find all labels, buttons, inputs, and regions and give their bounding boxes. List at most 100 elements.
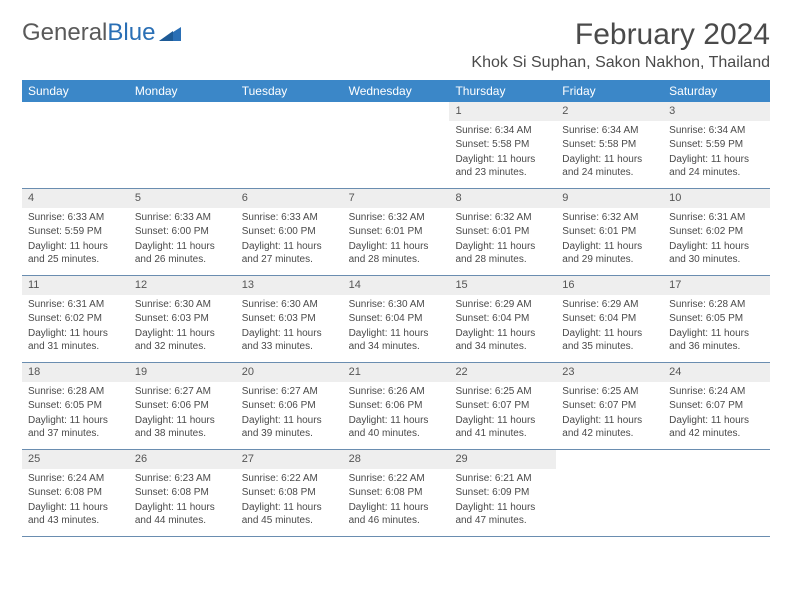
- day-header-cell: Saturday: [663, 80, 770, 102]
- day-cell: 20Sunrise: 6:27 AMSunset: 6:06 PMDayligh…: [236, 363, 343, 449]
- sunrise-text: Sunrise: 6:25 AM: [562, 385, 657, 399]
- sunset-text: Sunset: 5:59 PM: [28, 225, 123, 239]
- day-cell: 4Sunrise: 6:33 AMSunset: 5:59 PMDaylight…: [22, 189, 129, 275]
- day-cell: 24Sunrise: 6:24 AMSunset: 6:07 PMDayligh…: [663, 363, 770, 449]
- day-cell: 10Sunrise: 6:31 AMSunset: 6:02 PMDayligh…: [663, 189, 770, 275]
- sunrise-text: Sunrise: 6:27 AM: [242, 385, 337, 399]
- daylight-text: Daylight: 11 hours and 42 minutes.: [669, 414, 764, 441]
- day-body: Sunrise: 6:24 AMSunset: 6:08 PMDaylight:…: [22, 469, 129, 533]
- day-cell: [343, 102, 450, 188]
- day-body: Sunrise: 6:30 AMSunset: 6:03 PMDaylight:…: [129, 295, 236, 359]
- day-number: [22, 102, 129, 106]
- month-title: February 2024: [471, 18, 770, 52]
- day-body: Sunrise: 6:34 AMSunset: 5:59 PMDaylight:…: [663, 121, 770, 185]
- day-body: Sunrise: 6:34 AMSunset: 5:58 PMDaylight:…: [556, 121, 663, 185]
- day-cell: 11Sunrise: 6:31 AMSunset: 6:02 PMDayligh…: [22, 276, 129, 362]
- sunset-text: Sunset: 6:05 PM: [669, 312, 764, 326]
- daylight-text: Daylight: 11 hours and 28 minutes.: [455, 240, 550, 267]
- day-number: 1: [449, 102, 556, 121]
- week-row: 18Sunrise: 6:28 AMSunset: 6:05 PMDayligh…: [22, 363, 770, 450]
- day-header-cell: Sunday: [22, 80, 129, 102]
- day-number: [663, 450, 770, 454]
- daylight-text: Daylight: 11 hours and 36 minutes.: [669, 327, 764, 354]
- day-cell: 1Sunrise: 6:34 AMSunset: 5:58 PMDaylight…: [449, 102, 556, 188]
- sunset-text: Sunset: 6:07 PM: [669, 399, 764, 413]
- day-body: Sunrise: 6:29 AMSunset: 6:04 PMDaylight:…: [556, 295, 663, 359]
- day-cell: 3Sunrise: 6:34 AMSunset: 5:59 PMDaylight…: [663, 102, 770, 188]
- day-cell: 18Sunrise: 6:28 AMSunset: 6:05 PMDayligh…: [22, 363, 129, 449]
- daylight-text: Daylight: 11 hours and 34 minutes.: [349, 327, 444, 354]
- sunset-text: Sunset: 6:02 PM: [669, 225, 764, 239]
- day-cell: 16Sunrise: 6:29 AMSunset: 6:04 PMDayligh…: [556, 276, 663, 362]
- sunrise-text: Sunrise: 6:23 AM: [135, 472, 230, 486]
- daylight-text: Daylight: 11 hours and 30 minutes.: [669, 240, 764, 267]
- title-block: February 2024 Khok Si Suphan, Sakon Nakh…: [471, 18, 770, 72]
- logo-triangle-icon: [159, 20, 181, 48]
- day-cell: 25Sunrise: 6:24 AMSunset: 6:08 PMDayligh…: [22, 450, 129, 536]
- sunrise-text: Sunrise: 6:28 AM: [28, 385, 123, 399]
- day-body: Sunrise: 6:24 AMSunset: 6:07 PMDaylight:…: [663, 382, 770, 446]
- sunrise-text: Sunrise: 6:21 AM: [455, 472, 550, 486]
- day-number: 19: [129, 363, 236, 382]
- sunrise-text: Sunrise: 6:32 AM: [455, 211, 550, 225]
- daylight-text: Daylight: 11 hours and 46 minutes.: [349, 501, 444, 528]
- day-cell: 12Sunrise: 6:30 AMSunset: 6:03 PMDayligh…: [129, 276, 236, 362]
- day-cell: 26Sunrise: 6:23 AMSunset: 6:08 PMDayligh…: [129, 450, 236, 536]
- sunrise-text: Sunrise: 6:32 AM: [562, 211, 657, 225]
- day-body: Sunrise: 6:31 AMSunset: 6:02 PMDaylight:…: [663, 208, 770, 272]
- day-cell: [129, 102, 236, 188]
- day-cell: 29Sunrise: 6:21 AMSunset: 6:09 PMDayligh…: [449, 450, 556, 536]
- day-body: Sunrise: 6:33 AMSunset: 5:59 PMDaylight:…: [22, 208, 129, 272]
- sunset-text: Sunset: 6:00 PM: [135, 225, 230, 239]
- day-body: Sunrise: 6:33 AMSunset: 6:00 PMDaylight:…: [129, 208, 236, 272]
- day-body: Sunrise: 6:28 AMSunset: 6:05 PMDaylight:…: [663, 295, 770, 359]
- day-cell: 9Sunrise: 6:32 AMSunset: 6:01 PMDaylight…: [556, 189, 663, 275]
- day-cell: 23Sunrise: 6:25 AMSunset: 6:07 PMDayligh…: [556, 363, 663, 449]
- day-number: 29: [449, 450, 556, 469]
- day-number: 12: [129, 276, 236, 295]
- sunset-text: Sunset: 5:58 PM: [455, 138, 550, 152]
- day-number: 28: [343, 450, 450, 469]
- day-header-cell: Friday: [556, 80, 663, 102]
- daylight-text: Daylight: 11 hours and 32 minutes.: [135, 327, 230, 354]
- sunrise-text: Sunrise: 6:29 AM: [455, 298, 550, 312]
- week-row: 1Sunrise: 6:34 AMSunset: 5:58 PMDaylight…: [22, 102, 770, 189]
- sunrise-text: Sunrise: 6:27 AM: [135, 385, 230, 399]
- sunset-text: Sunset: 6:03 PM: [242, 312, 337, 326]
- day-body: Sunrise: 6:29 AMSunset: 6:04 PMDaylight:…: [449, 295, 556, 359]
- day-cell: [236, 102, 343, 188]
- daylight-text: Daylight: 11 hours and 29 minutes.: [562, 240, 657, 267]
- sunrise-text: Sunrise: 6:33 AM: [28, 211, 123, 225]
- sunrise-text: Sunrise: 6:22 AM: [242, 472, 337, 486]
- daylight-text: Daylight: 11 hours and 42 minutes.: [562, 414, 657, 441]
- sunset-text: Sunset: 6:07 PM: [562, 399, 657, 413]
- sunset-text: Sunset: 6:09 PM: [455, 486, 550, 500]
- day-number: 17: [663, 276, 770, 295]
- day-number: 22: [449, 363, 556, 382]
- day-cell: 7Sunrise: 6:32 AMSunset: 6:01 PMDaylight…: [343, 189, 450, 275]
- week-row: 25Sunrise: 6:24 AMSunset: 6:08 PMDayligh…: [22, 450, 770, 537]
- weeks-container: 1Sunrise: 6:34 AMSunset: 5:58 PMDaylight…: [22, 102, 770, 537]
- sunset-text: Sunset: 6:06 PM: [349, 399, 444, 413]
- day-number: 2: [556, 102, 663, 121]
- day-body: Sunrise: 6:30 AMSunset: 6:04 PMDaylight:…: [343, 295, 450, 359]
- sunset-text: Sunset: 6:08 PM: [135, 486, 230, 500]
- day-body: Sunrise: 6:30 AMSunset: 6:03 PMDaylight:…: [236, 295, 343, 359]
- day-header-cell: Wednesday: [343, 80, 450, 102]
- daylight-text: Daylight: 11 hours and 34 minutes.: [455, 327, 550, 354]
- sunset-text: Sunset: 6:05 PM: [28, 399, 123, 413]
- sunrise-text: Sunrise: 6:33 AM: [135, 211, 230, 225]
- daylight-text: Daylight: 11 hours and 33 minutes.: [242, 327, 337, 354]
- sunrise-text: Sunrise: 6:30 AM: [349, 298, 444, 312]
- day-cell: 8Sunrise: 6:32 AMSunset: 6:01 PMDaylight…: [449, 189, 556, 275]
- day-body: Sunrise: 6:33 AMSunset: 6:00 PMDaylight:…: [236, 208, 343, 272]
- sunrise-text: Sunrise: 6:34 AM: [562, 124, 657, 138]
- day-number: 3: [663, 102, 770, 121]
- brand-logo: GeneralBlue: [22, 18, 181, 48]
- sunset-text: Sunset: 6:06 PM: [135, 399, 230, 413]
- sunset-text: Sunset: 6:08 PM: [349, 486, 444, 500]
- day-body: Sunrise: 6:21 AMSunset: 6:09 PMDaylight:…: [449, 469, 556, 533]
- sunrise-text: Sunrise: 6:24 AM: [28, 472, 123, 486]
- week-row: 11Sunrise: 6:31 AMSunset: 6:02 PMDayligh…: [22, 276, 770, 363]
- day-body: Sunrise: 6:22 AMSunset: 6:08 PMDaylight:…: [343, 469, 450, 533]
